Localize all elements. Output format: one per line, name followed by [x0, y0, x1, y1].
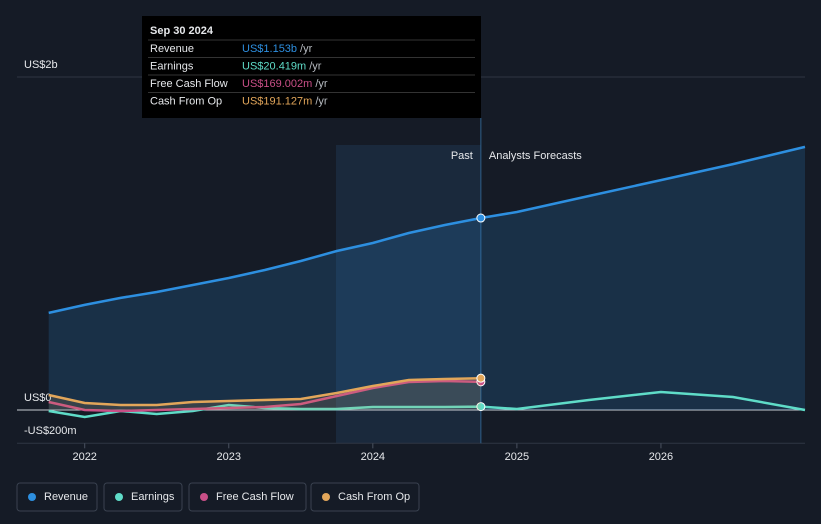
legend-item[interactable]: Cash From Op: [310, 482, 420, 512]
tooltip-unit: /yr: [315, 78, 328, 90]
legend-item[interactable]: Free Cash Flow: [188, 482, 307, 512]
series-line: [48, 390, 806, 419]
tooltip-box: [142, 16, 481, 118]
tooltip-value-number: US$1.153b: [242, 43, 297, 55]
legend-item[interactable]: Earnings: [103, 482, 183, 512]
tooltip-unit: /yr: [300, 43, 313, 55]
tooltip-unit: /yr: [315, 95, 328, 107]
tooltip-label: Earnings: [150, 60, 194, 72]
series-line: [48, 145, 806, 315]
tooltip-value-number: US$20.419m: [242, 60, 306, 72]
x-tick-label: 2025: [505, 451, 529, 463]
legend-label[interactable]: Earnings: [131, 491, 175, 503]
x-tick-label: 2023: [217, 451, 241, 463]
legend-swatch[interactable]: [200, 493, 208, 501]
tooltip-value: US$20.419m/yr: [242, 60, 322, 72]
series-line: [48, 379, 481, 413]
x-tick-label: 2024: [361, 451, 385, 463]
plot: US$2b US$0 -US$200m 2022 2023 2024 2025 2026 Pas…: [17, 59, 806, 463]
tooltip-value: US$169.002m/yr: [242, 78, 328, 90]
y-tick-label: US$0: [24, 392, 52, 404]
legend-button[interactable]: [103, 482, 183, 512]
y-tick-label: US$2b: [24, 59, 58, 71]
tooltip-value-number: US$169.002m: [242, 78, 312, 90]
series-line: [48, 376, 481, 407]
legend-button[interactable]: [16, 482, 98, 512]
past-label: Past: [451, 150, 473, 162]
forecast-label: Analysts Forecasts: [489, 150, 582, 162]
tooltip-label: Revenue: [150, 43, 194, 55]
legend-button[interactable]: [310, 482, 420, 512]
legend-item[interactable]: Revenue: [16, 482, 98, 512]
legend-swatch[interactable]: [322, 493, 330, 501]
series-dot: [476, 213, 486, 223]
series-dot: [476, 402, 486, 412]
y-tick-label: -US$200m: [24, 425, 77, 437]
x-tick-label: 2022: [72, 451, 96, 463]
legend-label[interactable]: Cash From Op: [338, 491, 410, 503]
x-tick-label: 2026: [649, 451, 673, 463]
series-dot: [476, 373, 486, 383]
tooltip-value-number: US$191.127m: [242, 95, 312, 107]
tooltip: Sep 30 2024 Revenue US$1.153b/yr Earnings US…: [142, 16, 481, 118]
tooltip-value: US$191.127m/yr: [242, 95, 328, 107]
legend-swatch[interactable]: [115, 493, 123, 501]
legend-label[interactable]: Revenue: [44, 491, 88, 503]
tooltip-date: Sep 30 2024: [150, 25, 214, 37]
tooltip-unit: /yr: [309, 60, 322, 72]
tooltip-label: Free Cash Flow: [150, 78, 228, 90]
legend-button[interactable]: [188, 482, 307, 512]
series-area: [48, 146, 805, 410]
legend-label[interactable]: Free Cash Flow: [216, 491, 294, 503]
legend-swatch[interactable]: [28, 493, 36, 501]
tooltip-value: US$1.153b/yr: [242, 43, 313, 55]
tooltip-label: Cash From Op: [150, 95, 222, 107]
legend: Revenue Earnings Free Cash Flow Cash From O…: [16, 482, 420, 512]
past-highlight: [336, 145, 481, 444]
